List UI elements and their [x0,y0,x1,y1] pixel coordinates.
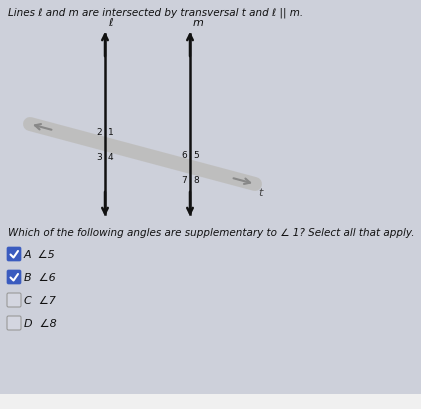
Text: ℓ: ℓ [108,18,113,28]
Text: Lines ℓ and m are intersected by transversal t and ℓ || m.: Lines ℓ and m are intersected by transve… [8,8,303,18]
Text: 3: 3 [96,153,102,162]
Text: Which of the following angles are supplementary to ∠ 1? Select all that apply.: Which of the following angles are supple… [8,227,415,237]
Text: 4: 4 [108,153,114,162]
Text: t: t [258,188,262,198]
Text: 5: 5 [193,150,199,159]
Text: 2: 2 [96,128,102,137]
Text: 8: 8 [193,175,199,184]
Text: B  ∠6: B ∠6 [24,272,55,282]
Text: D  ∠8: D ∠8 [24,318,56,328]
FancyBboxPatch shape [7,316,21,330]
Text: 6: 6 [181,150,187,159]
FancyBboxPatch shape [7,293,21,307]
Text: m: m [193,18,204,28]
Bar [0,394,421,409]
Text: 1: 1 [108,128,114,137]
Text: C  ∠7: C ∠7 [24,295,56,305]
FancyBboxPatch shape [7,247,21,261]
FancyBboxPatch shape [7,270,21,284]
Text: 7: 7 [181,175,187,184]
Text: A  ∠5: A ∠5 [24,249,55,259]
